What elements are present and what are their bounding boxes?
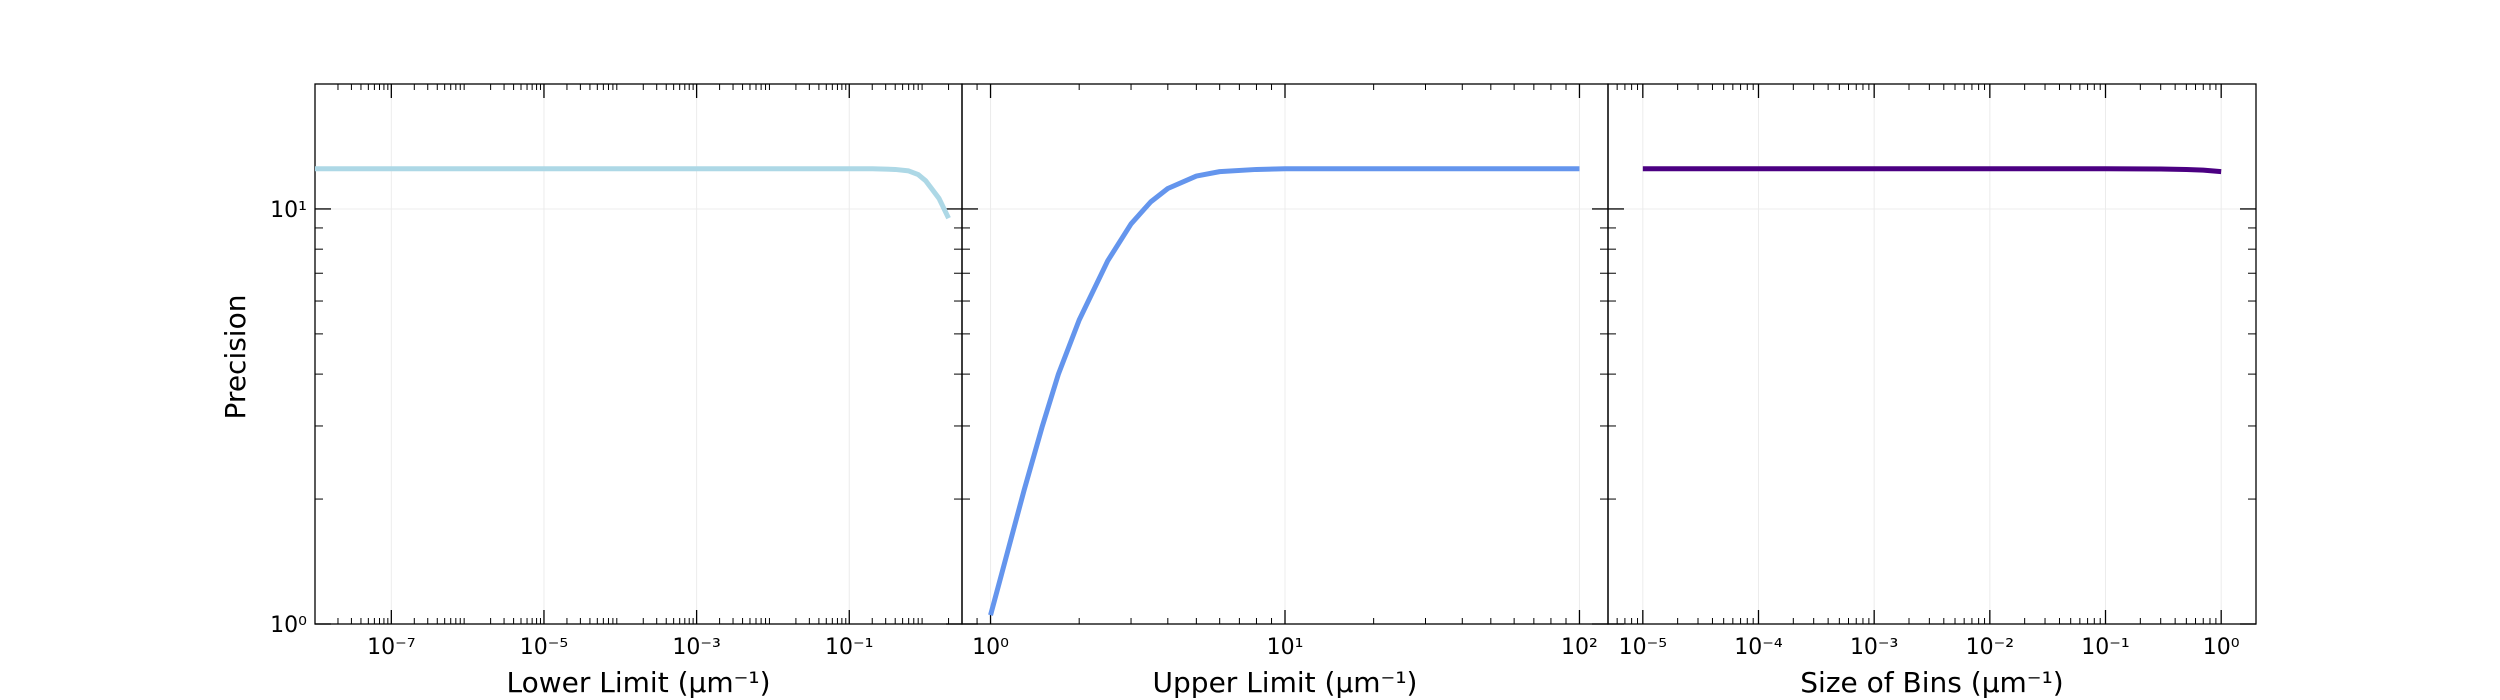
x-tick-label: 10¹ (1267, 635, 1304, 660)
x-axis-label: Size of Bins (μm⁻¹) (1800, 666, 2063, 699)
y-tick-label: 10⁰ (270, 613, 307, 638)
panel-upper-limit: 10⁰ 10¹ 10² Upper Limit (μm⁻¹) (961, 83, 1609, 699)
x-axis-label: Lower Limit (μm⁻¹) (506, 666, 770, 699)
x-tick-label: 10⁻⁷ (367, 635, 415, 660)
x-tick-label: 10⁻¹ (2081, 635, 2129, 660)
panel-size-of-bins: 10⁻⁵ 10⁻⁴ 10⁻³ 10⁻² 10⁻¹ 10⁰ Size of Bins (μm⁻… (1607, 83, 2257, 699)
x-tick-label: 10⁻⁵ (520, 635, 568, 660)
x-axis-label: Upper Limit (μm⁻¹) (1153, 666, 1418, 699)
x-tick-label: 10⁻³ (1850, 635, 1898, 660)
x-tick-label: 10⁻² (1966, 635, 2014, 660)
x-tick-label: 10⁻⁴ (1734, 635, 1783, 660)
series-line (1642, 166, 2222, 175)
panel-lower-limit: 10⁻⁷ 10⁻⁵ 10⁻³ 10⁻¹ 10⁰ 10¹ Lower Limit (μm⁻¹) (270, 83, 963, 699)
y-tick-label: 10¹ (270, 198, 307, 223)
y-axis-label: Precision (219, 295, 252, 420)
series-line (315, 166, 951, 220)
x-tick-label: 10⁻¹ (825, 635, 873, 660)
axes-frame (1607, 83, 2257, 625)
x-tick-label: 10⁰ (2203, 635, 2240, 660)
x-tick-label: 10² (1561, 635, 1598, 660)
series-line (988, 166, 1580, 616)
x-tick-label: 10⁰ (972, 635, 1009, 660)
axes-frame (314, 83, 963, 625)
x-tick-label: 10⁻⁵ (1619, 635, 1667, 660)
x-tick-label: 10⁻³ (672, 635, 720, 660)
